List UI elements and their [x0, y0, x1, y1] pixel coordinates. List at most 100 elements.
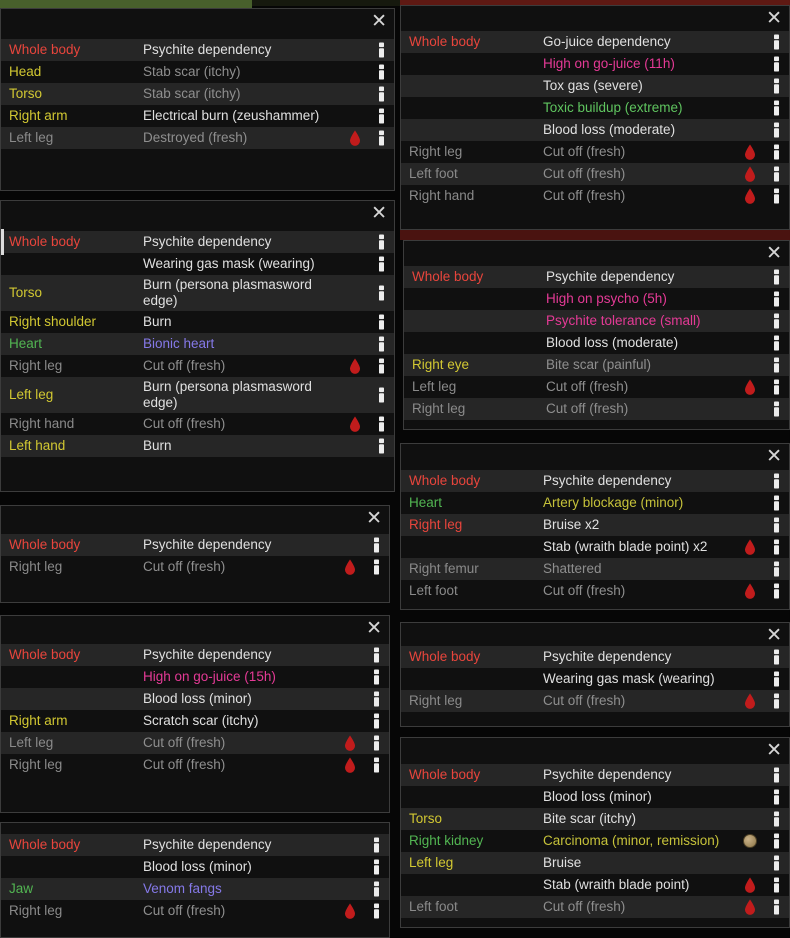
close-icon[interactable]: ✕ [766, 7, 782, 29]
info-icon[interactable] [763, 267, 789, 287]
info-icon[interactable] [363, 535, 389, 555]
info-icon[interactable] [763, 399, 789, 419]
info-icon[interactable] [363, 901, 389, 921]
info-icon[interactable] [763, 897, 789, 917]
info-icon[interactable] [368, 414, 394, 434]
icon-slot-empty [337, 689, 363, 709]
info-icon[interactable] [763, 142, 789, 162]
info-icon[interactable] [363, 835, 389, 855]
close-icon[interactable]: ✕ [371, 10, 387, 32]
body-part-label: Whole body [9, 837, 81, 852]
icon-slot-empty [737, 669, 763, 689]
info-icon[interactable] [763, 76, 789, 96]
info-icon[interactable] [763, 581, 789, 601]
body-part-label: Torso [9, 285, 43, 300]
scrollbar-thumb[interactable] [1, 229, 4, 255]
blood-drop-icon [737, 581, 763, 601]
info-icon[interactable] [368, 283, 394, 303]
info-icon[interactable] [368, 40, 394, 60]
info-icon[interactable] [368, 62, 394, 82]
info-icon[interactable] [763, 765, 789, 785]
info-icon[interactable] [363, 711, 389, 731]
info-icon[interactable] [363, 689, 389, 709]
info-icon[interactable] [763, 164, 789, 184]
hediff-row: Right leg Cut off (fresh) [404, 398, 789, 420]
close-icon[interactable]: ✕ [766, 242, 782, 264]
icon-slot-empty [737, 787, 763, 807]
info-icon[interactable] [363, 733, 389, 753]
info-icon[interactable] [763, 853, 789, 873]
body-part-label: Torso [409, 811, 443, 826]
info-icon[interactable] [363, 645, 389, 665]
info-icon[interactable] [368, 334, 394, 354]
info-icon[interactable] [763, 669, 789, 689]
info-icon[interactable] [763, 875, 789, 895]
info-icon[interactable] [363, 755, 389, 775]
info-icon[interactable] [368, 232, 394, 252]
info-icon[interactable] [763, 186, 789, 206]
hediff-row: Blood loss (moderate) [401, 119, 789, 141]
body-part-label: Left leg [9, 130, 54, 145]
hediff-row: Wearing gas mask (wearing) [1, 253, 394, 275]
info-icon[interactable] [368, 356, 394, 376]
hediff-row: Left leg Cut off (fresh) [404, 376, 789, 398]
info-icon[interactable] [368, 84, 394, 104]
info-icon[interactable] [763, 377, 789, 397]
info-icon[interactable] [368, 436, 394, 456]
hediff-row: Right leg Cut off (fresh) [401, 690, 789, 712]
condition-label: Carcinoma (minor, remission) [543, 833, 720, 848]
info-icon[interactable] [368, 128, 394, 148]
info-icon[interactable] [763, 471, 789, 491]
hediff-row: Jaw Venom fangs [1, 878, 389, 900]
condition-label: Wearing gas mask (wearing) [143, 256, 315, 271]
info-icon[interactable] [363, 557, 389, 577]
info-icon[interactable] [368, 106, 394, 126]
info-icon[interactable] [763, 289, 789, 309]
icon-slot-empty [342, 106, 368, 126]
info-icon[interactable] [763, 32, 789, 52]
close-icon[interactable]: ✕ [766, 624, 782, 646]
close-icon[interactable]: ✕ [766, 739, 782, 761]
info-icon[interactable] [763, 54, 789, 74]
hediff-row: Whole body Psychite dependency [1, 231, 394, 253]
info-icon[interactable] [368, 385, 394, 405]
info-icon[interactable] [763, 537, 789, 557]
info-icon[interactable] [368, 312, 394, 332]
icon-slot-empty [737, 765, 763, 785]
body-part-label: Jaw [9, 881, 34, 896]
info-icon[interactable] [368, 254, 394, 274]
hediff-row: Right leg Cut off (fresh) [1, 556, 389, 578]
condition-label: Psychite tolerance (small) [546, 313, 701, 328]
info-icon[interactable] [763, 691, 789, 711]
close-icon[interactable]: ✕ [366, 617, 382, 639]
info-icon[interactable] [363, 667, 389, 687]
info-icon[interactable] [763, 647, 789, 667]
info-icon[interactable] [763, 98, 789, 118]
hediff-row: Left foot Cut off (fresh) [401, 580, 789, 602]
info-icon[interactable] [763, 831, 789, 851]
icon-slot-empty [737, 355, 763, 375]
close-icon[interactable]: ✕ [371, 202, 387, 224]
condition-label: Psychite dependency [143, 42, 272, 57]
info-icon[interactable] [763, 120, 789, 140]
icon-slot-empty [342, 283, 368, 303]
icon-slot-empty [342, 84, 368, 104]
condition-label: Blood loss (minor) [143, 691, 252, 706]
close-icon[interactable]: ✕ [766, 445, 782, 467]
info-icon[interactable] [363, 857, 389, 877]
close-icon[interactable]: ✕ [366, 507, 382, 529]
info-icon[interactable] [363, 879, 389, 899]
body-part-label: Right leg [409, 517, 463, 532]
info-icon[interactable] [763, 333, 789, 353]
info-icon[interactable] [763, 559, 789, 579]
info-icon[interactable] [763, 355, 789, 375]
info-icon[interactable] [763, 515, 789, 535]
body-part-label: Left leg [9, 735, 54, 750]
info-icon[interactable] [763, 809, 789, 829]
info-icon[interactable] [763, 493, 789, 513]
info-icon[interactable] [763, 311, 789, 331]
hediff-row: Whole body Psychite dependency [1, 834, 389, 856]
condition-label: Cut off (fresh) [543, 899, 626, 914]
info-icon[interactable] [763, 787, 789, 807]
